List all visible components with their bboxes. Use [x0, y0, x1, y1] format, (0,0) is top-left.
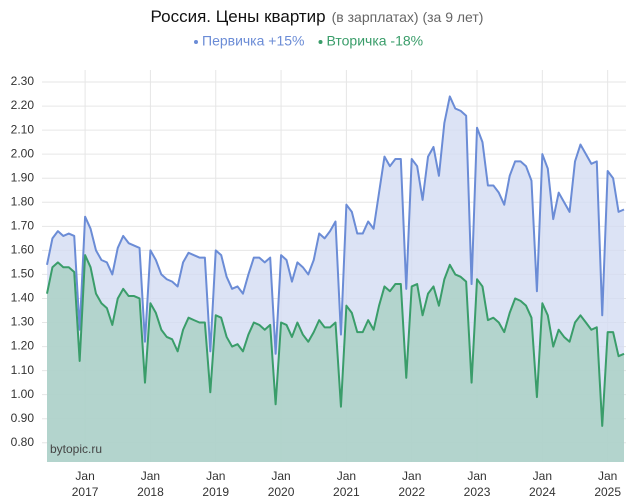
- y-tick-label: 1.50: [11, 267, 35, 281]
- legend: Первичка +15% Вторичка -18%: [194, 33, 423, 49]
- x-tick-label: Jan 2018: [137, 469, 164, 499]
- y-tick-label: 2.20: [11, 98, 35, 112]
- x-tick-label: Jan 2020: [268, 469, 295, 499]
- legend-label: Первичка +15%: [202, 33, 305, 49]
- y-tick-label: 1.70: [11, 218, 35, 232]
- chart-subtitle: (в зарплатах) (за 9 лет): [332, 9, 484, 25]
- watermark: bytopic.ru: [50, 442, 102, 456]
- x-tick-label: Jan 2019: [202, 469, 229, 499]
- y-tick-label: 1.20: [11, 339, 35, 353]
- x-tick-label: Jan 2022: [398, 469, 425, 499]
- x-tick-label: Jan 2025: [594, 469, 621, 499]
- y-tick-label: 1.30: [11, 315, 35, 329]
- legend-marker: [318, 40, 323, 44]
- line: [46, 254, 625, 427]
- legend-marker: [194, 40, 198, 44]
- y-tick-label: 1.10: [11, 363, 35, 377]
- area: [47, 255, 624, 462]
- y-tick-label: 1.80: [11, 194, 35, 208]
- line: [46, 95, 625, 355]
- x-tick-label: Jan 2021: [333, 469, 360, 499]
- y-tick-label: 1.40: [11, 291, 35, 305]
- y-tick-label: 2.00: [11, 146, 35, 160]
- x-tick-label: Jan 2023: [464, 469, 491, 499]
- y-tick-label: 0.90: [11, 411, 35, 425]
- chart-title-group: Россия. Цены квартир (в зарплатах) (за 9 …: [151, 7, 484, 26]
- chart-title: Россия. Цены квартир: [151, 7, 326, 26]
- y-tick-label: 1.90: [11, 170, 35, 184]
- y-tick-label: 1.60: [11, 243, 35, 257]
- y-tick-label: 2.10: [11, 122, 35, 136]
- y-tick-label: 0.80: [11, 435, 35, 449]
- y-tick-label: 2.30: [11, 74, 35, 88]
- legend-label: Вторичка -18%: [327, 33, 424, 49]
- x-tick-label: Jan 2017: [72, 469, 99, 499]
- plot: 0.80 0.90 1.00 1.10 1.20 1.30 1.40 1.50 1.60 1.70…: [11, 70, 626, 499]
- y-tick-label: 1.00: [11, 387, 35, 401]
- x-tick-label: Jan 2024: [529, 469, 556, 499]
